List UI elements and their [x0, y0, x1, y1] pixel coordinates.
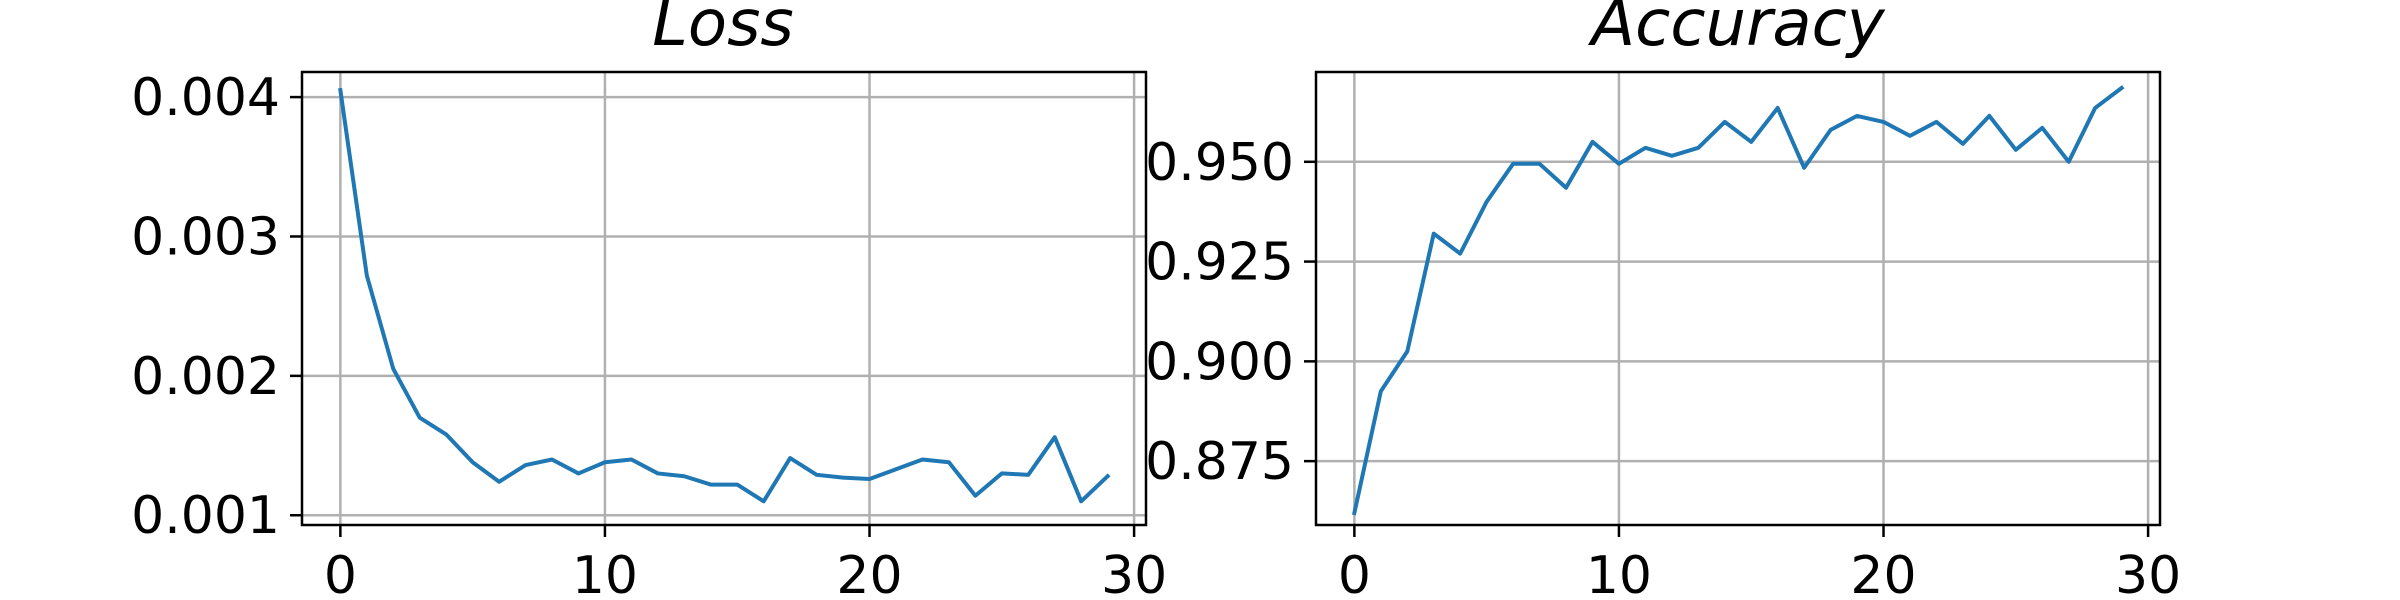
loss-y-tick-label: 0.002 [131, 347, 280, 407]
accuracy-y-tick-label: 0.900 [1145, 332, 1294, 392]
loss-y-tick-label: 0.004 [131, 68, 280, 128]
accuracy-x-tick-label: 10 [1586, 546, 1652, 600]
loss-y-tick-label: 0.003 [131, 207, 280, 267]
loss-plot-frame [300, 70, 1148, 527]
loss-x-tick-label: 20 [836, 546, 902, 600]
accuracy-chart: Accuracy 0 10 20 30 0.875 0.900 0.925 0.950 [1145, 0, 2181, 600]
loss-x-tick-label: 10 [572, 546, 638, 600]
accuracy-y-tick-label: 0.875 [1145, 432, 1294, 492]
loss-y-tick-label: 0.001 [131, 486, 280, 546]
loss-series-line [338, 87, 1111, 504]
accuracy-x-tick-label: 0 [1338, 546, 1371, 600]
accuracy-series-line [1351, 85, 2125, 516]
accuracy-y-tick-label: 0.925 [1145, 233, 1294, 293]
accuracy-y-tick-label: 0.950 [1145, 133, 1294, 193]
loss-x-tick-label: 30 [1101, 546, 1167, 600]
accuracy-plot-frame [1314, 70, 2162, 527]
loss-x-tick-label: 0 [324, 546, 357, 600]
accuracy-x-tick-label: 30 [2115, 546, 2181, 600]
accuracy-chart-title: Accuracy [1587, 0, 1885, 61]
accuracy-x-tick-label: 20 [1850, 546, 1916, 600]
loss-chart-title: Loss [652, 0, 794, 61]
loss-chart: Loss 0 10 20 30 0.001 0.002 0.003 0.004 [131, 0, 1167, 600]
